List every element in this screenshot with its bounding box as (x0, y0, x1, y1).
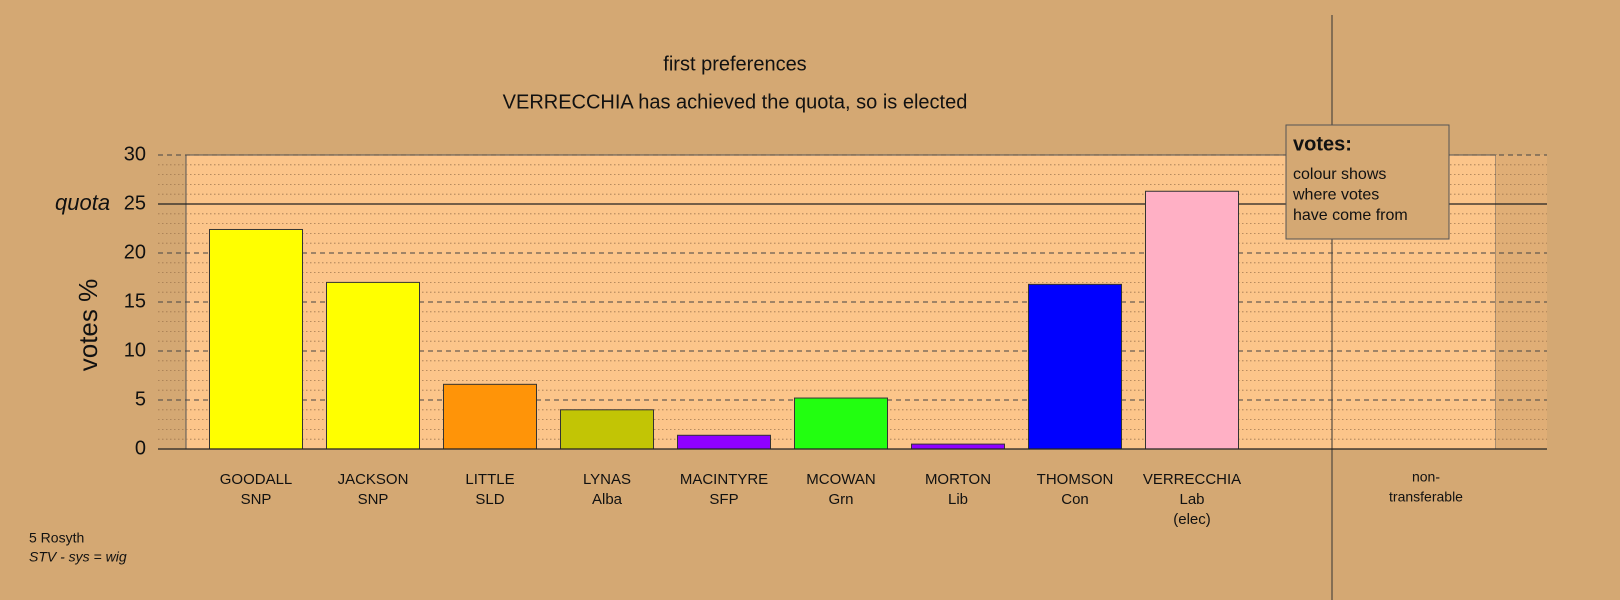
chart-title: first preferences (663, 53, 806, 75)
legend-text: have come from (1293, 207, 1408, 224)
x-tick-label: LYNAS (583, 471, 631, 488)
x-tick-label: GOODALL (220, 471, 293, 488)
bar (560, 409, 654, 450)
x-tick-label: JACKSON (338, 471, 409, 488)
bar (911, 443, 1005, 450)
y-tick-label: 20 (124, 241, 146, 263)
x-tick-label: MORTON (925, 471, 991, 488)
bar (1145, 190, 1239, 450)
x-tick-label: SNP (358, 491, 389, 508)
legend-text: colour shows (1293, 166, 1386, 183)
x-tick-label: MACINTYRE (680, 471, 768, 488)
x-tick-label: SLD (475, 491, 504, 508)
y-tick-label: 30 (124, 143, 146, 165)
x-tick-label: MCOWAN (806, 471, 875, 488)
bar (794, 397, 888, 450)
y-tick-label: 10 (124, 339, 146, 361)
x-tick-label: Alba (592, 491, 623, 508)
bar (326, 281, 420, 450)
legend-box (1285, 124, 1450, 240)
bar (1028, 283, 1122, 450)
x-tick-label: Lib (948, 491, 968, 508)
x-tick-label: Con (1061, 491, 1089, 508)
bar (443, 383, 537, 450)
x-tick-label: Lab (1179, 491, 1204, 508)
x-tick-label: (elec) (1173, 511, 1211, 528)
footer-line: STV - sys = wig (29, 549, 127, 565)
y-tick-label: 5 (135, 388, 146, 410)
bar (677, 434, 771, 450)
x-tick-label: SNP (241, 491, 272, 508)
x-tick-label: SFP (709, 491, 738, 508)
bar (209, 228, 303, 450)
x-tick-label: VERRECCHIA (1143, 471, 1241, 488)
x-tick-label: non- (1412, 469, 1440, 485)
quota-label: quota (55, 190, 110, 215)
y-tick-label: 25 (124, 192, 146, 214)
footer-line: 5 Rosyth (29, 530, 84, 546)
y-tick-label: 15 (124, 290, 146, 312)
x-tick-label: LITTLE (465, 471, 514, 488)
legend-title: votes: (1293, 133, 1352, 155)
y-axis-label: votes % (73, 279, 103, 372)
x-tick-label: Grn (828, 491, 853, 508)
chart-subtitle: VERRECCHIA has achieved the quota, so is… (503, 91, 968, 113)
legend-text: where votes (1292, 187, 1379, 204)
x-tick-label: transferable (1389, 489, 1463, 505)
y-tick-label: 0 (135, 437, 146, 459)
x-tick-label: THOMSON (1037, 471, 1114, 488)
